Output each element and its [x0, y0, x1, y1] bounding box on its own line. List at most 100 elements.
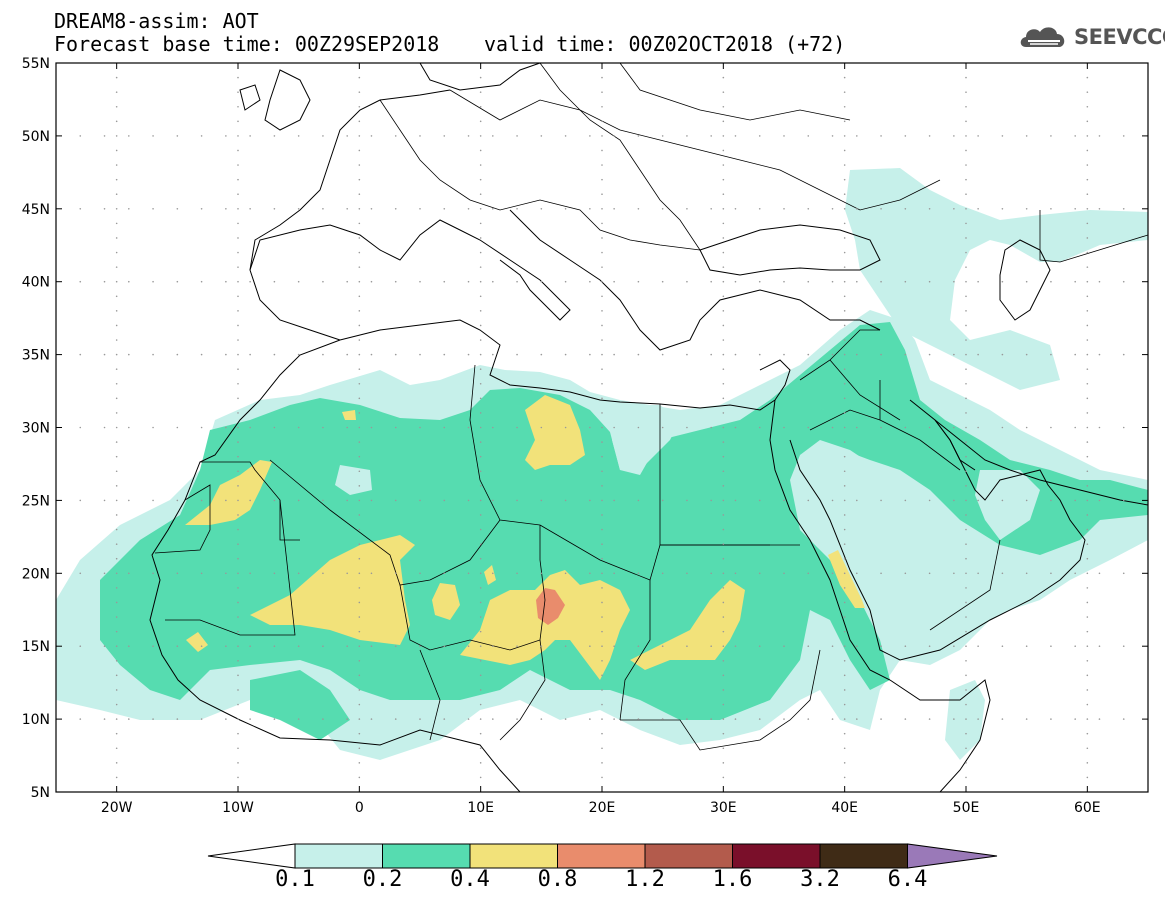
grid-dot: [637, 426, 640, 429]
grid-dot: [1086, 339, 1089, 341]
grid-dot: [115, 601, 118, 604]
grid-dot: [928, 645, 931, 647]
grid-dot: [722, 105, 725, 108]
grid-dot: [358, 470, 361, 473]
grid-dot: [358, 193, 361, 196]
grid-dot: [722, 557, 725, 560]
grid-dot: [322, 426, 324, 429]
grid-dot: [601, 426, 603, 429]
grid-dot: [358, 543, 361, 545]
border-chad-sudan: [619, 580, 651, 721]
grid-dot: [843, 499, 846, 502]
grid-dot: [856, 208, 858, 210]
grid-dot: [831, 718, 834, 720]
grid-dot: [322, 280, 324, 283]
grid-dot: [479, 266, 482, 268]
grid-dot: [346, 499, 349, 502]
grid-dot: [965, 91, 967, 93]
grid-dot: [128, 718, 130, 720]
grid-dot: [601, 659, 603, 662]
grid-dot: [783, 280, 785, 283]
grid-dot: [128, 208, 130, 210]
grid-dot: [492, 572, 494, 575]
grid-dot: [1086, 543, 1089, 545]
grid-dot: [1086, 237, 1089, 239]
grid-dot: [843, 397, 846, 400]
grid-dot: [965, 645, 967, 647]
aot-level-0.4-niger-east: [484, 565, 496, 585]
grid-dot: [419, 135, 421, 137]
grid-dot: [734, 426, 737, 429]
grid-dot: [358, 455, 361, 458]
grid-dot: [710, 426, 712, 429]
grid-dot: [843, 645, 846, 647]
grid-dot: [637, 208, 640, 210]
grid-dot: [358, 164, 361, 166]
grid-dot: [1122, 135, 1125, 137]
grid-dot: [1086, 280, 1089, 283]
grid-dot: [237, 441, 239, 443]
grid-dot: [358, 105, 361, 108]
grid-dot: [843, 587, 846, 589]
grid-dot: [734, 572, 737, 575]
grid-dot: [370, 280, 373, 283]
grid-dot: [479, 324, 482, 327]
grid-dot: [856, 353, 858, 356]
grid-dot: [843, 222, 846, 225]
grid-dot: [479, 689, 482, 691]
grid-dot: [479, 543, 482, 545]
aot-level-0.1-somalia: [945, 680, 985, 760]
grid-dot: [346, 645, 349, 647]
grid-dot: [1050, 499, 1052, 502]
grid-dot: [115, 426, 118, 429]
grid-dot: [346, 208, 349, 210]
grid-dot: [843, 135, 846, 137]
grid-dot: [807, 645, 810, 647]
grid-dot: [249, 135, 251, 137]
grid-dot: [176, 572, 179, 575]
grid-dot: [758, 645, 761, 647]
grid-dot: [394, 572, 397, 575]
grid-dot: [601, 514, 603, 516]
grid-dot: [322, 135, 324, 137]
grid-dot: [1122, 280, 1125, 283]
grid-dot: [128, 499, 130, 502]
grid-dot: [152, 645, 154, 647]
grid-dot: [479, 441, 482, 443]
grid-dot: [1086, 382, 1089, 385]
grid-dot: [322, 499, 324, 502]
grid-dot: [1098, 645, 1101, 647]
grid-dot: [965, 601, 967, 604]
grid-dot: [722, 659, 725, 662]
grid-dot: [176, 426, 179, 429]
grid-dot: [237, 689, 239, 691]
grid-dot: [843, 689, 846, 691]
grid-dot: [601, 718, 603, 720]
grid-dot: [479, 339, 482, 341]
aot-hole-arabia: [800, 445, 960, 630]
grid-dot: [965, 149, 967, 152]
border-saudi: [809, 380, 1001, 631]
grid-dot: [443, 718, 446, 720]
grid-dot: [225, 572, 227, 575]
grid-dot: [953, 499, 955, 502]
aot-field: [56, 168, 1148, 760]
grid-dot: [115, 164, 118, 166]
grid-dot: [225, 135, 227, 137]
grid-dot: [237, 455, 239, 458]
grid-dot: [200, 426, 203, 429]
grid-dot: [1001, 426, 1004, 429]
grid-dot: [843, 441, 846, 443]
grid-dot: [1086, 120, 1089, 123]
grid-dot: [249, 572, 251, 575]
grid-dot: [856, 572, 858, 575]
grid-dot: [880, 572, 882, 575]
grid-dot: [722, 295, 725, 298]
grid-dot: [880, 718, 882, 720]
grid-dot: [601, 397, 603, 400]
colorbar-label: 1.2: [625, 867, 665, 892]
grid-dot: [358, 368, 361, 370]
grid-dot: [115, 747, 118, 750]
lat-label: 10N: [22, 712, 50, 728]
longitude-axis: 20W 10W 0 10E 20E 30E 40E 50E 60E: [101, 63, 1101, 816]
